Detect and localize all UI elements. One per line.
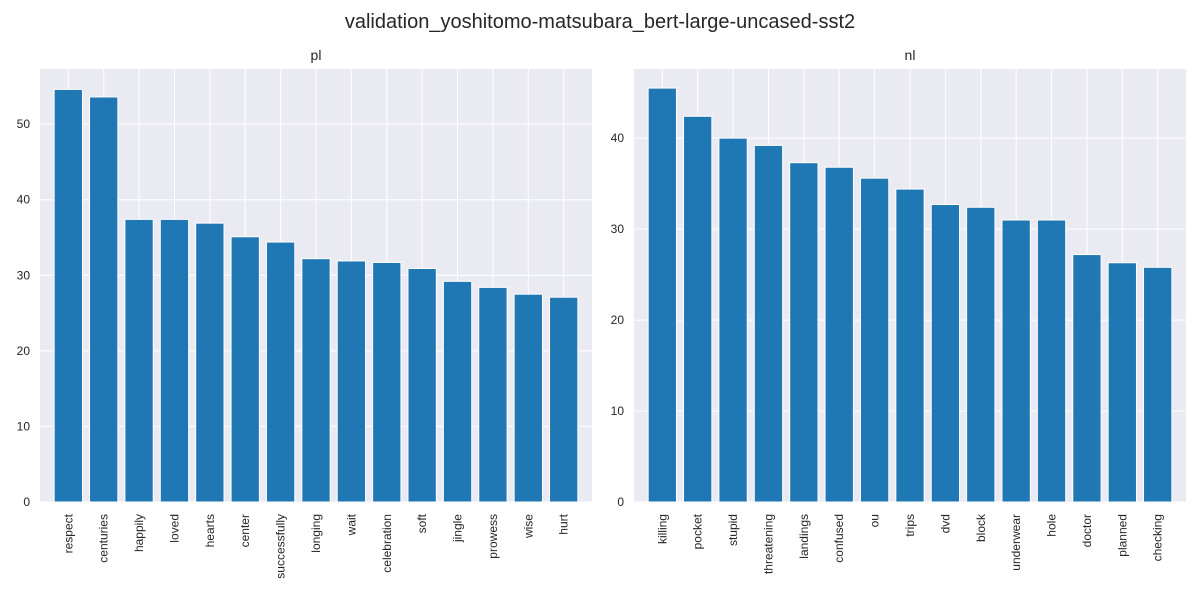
x-tick-label: pocket xyxy=(691,513,705,549)
x-tick-label: longing xyxy=(309,514,323,553)
x-tick-label: successfully xyxy=(274,514,288,579)
x-tick-label: prowess xyxy=(486,514,500,559)
x-tick-label: ou xyxy=(868,514,882,527)
x-tick-label: happily xyxy=(132,514,146,552)
x-tick-label: centuries xyxy=(97,514,111,563)
x-tick-label: stupid xyxy=(726,514,740,546)
bar-longing xyxy=(301,258,331,503)
bar-happily xyxy=(124,218,154,503)
bar-centuries xyxy=(89,96,119,503)
figure-title: validation_yoshitomo-matsubara_bert-larg… xyxy=(345,11,855,33)
bar-pocket xyxy=(683,115,713,503)
bar-loved xyxy=(159,218,190,503)
x-tick-label: center xyxy=(238,514,252,547)
bar-prowess xyxy=(478,286,508,503)
bar-jingle xyxy=(442,280,473,503)
bar-threatening xyxy=(753,144,784,503)
x-tick-label: wise xyxy=(521,514,535,539)
bar-hearts xyxy=(195,222,225,503)
y-tick-label: 40 xyxy=(17,193,31,207)
y-tick-label: 20 xyxy=(611,313,625,327)
bar-hole xyxy=(1036,219,1067,503)
bar-hurt xyxy=(549,296,579,503)
subplot-title: pl xyxy=(311,47,322,63)
x-tick-label: respect xyxy=(61,513,75,553)
y-tick-label: 10 xyxy=(17,419,31,433)
bar-block xyxy=(966,206,996,503)
y-tick-label: 30 xyxy=(17,268,31,282)
x-tick-label: hole xyxy=(1045,514,1059,537)
x-tick-label: threatening xyxy=(761,514,775,574)
bar-wise xyxy=(513,293,543,503)
bar-doctor xyxy=(1072,254,1102,503)
y-tick-label: 10 xyxy=(611,404,625,418)
x-tick-label: hurt xyxy=(557,513,571,534)
bar-planned xyxy=(1107,262,1137,503)
bar-stupid xyxy=(718,137,748,503)
x-tick-label: hearts xyxy=(203,514,217,547)
bar-killing xyxy=(647,87,677,503)
bar-landings xyxy=(789,162,819,503)
bar-dvd xyxy=(930,204,961,503)
bar-underwear xyxy=(1001,219,1031,503)
x-tick-label: doctor xyxy=(1080,514,1094,547)
y-tick-label: 40 xyxy=(611,131,625,145)
x-tick-label: landings xyxy=(797,514,811,559)
x-tick-label: confused xyxy=(832,514,846,563)
bar-successfully xyxy=(265,241,296,503)
bar-trips xyxy=(895,188,925,503)
y-tick-label: 50 xyxy=(17,117,31,131)
x-tick-label: jingle xyxy=(451,514,465,543)
subplot-pl: 0 10 20 30 40 50 respect centuries happily loved h… xyxy=(17,47,592,579)
bar-center xyxy=(230,236,260,503)
x-tick-label: block xyxy=(974,513,988,542)
bar-checking xyxy=(1143,266,1173,503)
x-tick-label: dvd xyxy=(938,514,952,533)
x-tick-label: killing xyxy=(655,514,669,544)
x-tick-label: soft xyxy=(415,513,429,533)
bar-wait xyxy=(336,260,367,503)
y-tick-label: 20 xyxy=(17,344,31,358)
bar-ou xyxy=(859,177,890,503)
bar-confused xyxy=(824,166,854,503)
y-tick-label: 0 xyxy=(23,495,30,509)
x-tick-label: celebration xyxy=(380,514,394,573)
x-tick-label: loved xyxy=(167,514,181,543)
x-tick-label: underwear xyxy=(1009,514,1023,571)
subplot-title: nl xyxy=(905,47,916,63)
bar-soft xyxy=(407,267,437,503)
x-tick-label: trips xyxy=(903,514,917,537)
x-tick-label: wait xyxy=(344,513,358,536)
x-tick-label: planned xyxy=(1115,514,1129,557)
bar-celebration xyxy=(372,261,402,503)
x-tick-label: checking xyxy=(1151,514,1165,561)
subplot-nl: 0 10 20 30 40 killing pocket stupid threatening l… xyxy=(611,47,1186,574)
y-tick-label: 30 xyxy=(611,222,625,236)
bar-respect xyxy=(53,88,83,503)
y-tick-label: 0 xyxy=(617,495,624,509)
